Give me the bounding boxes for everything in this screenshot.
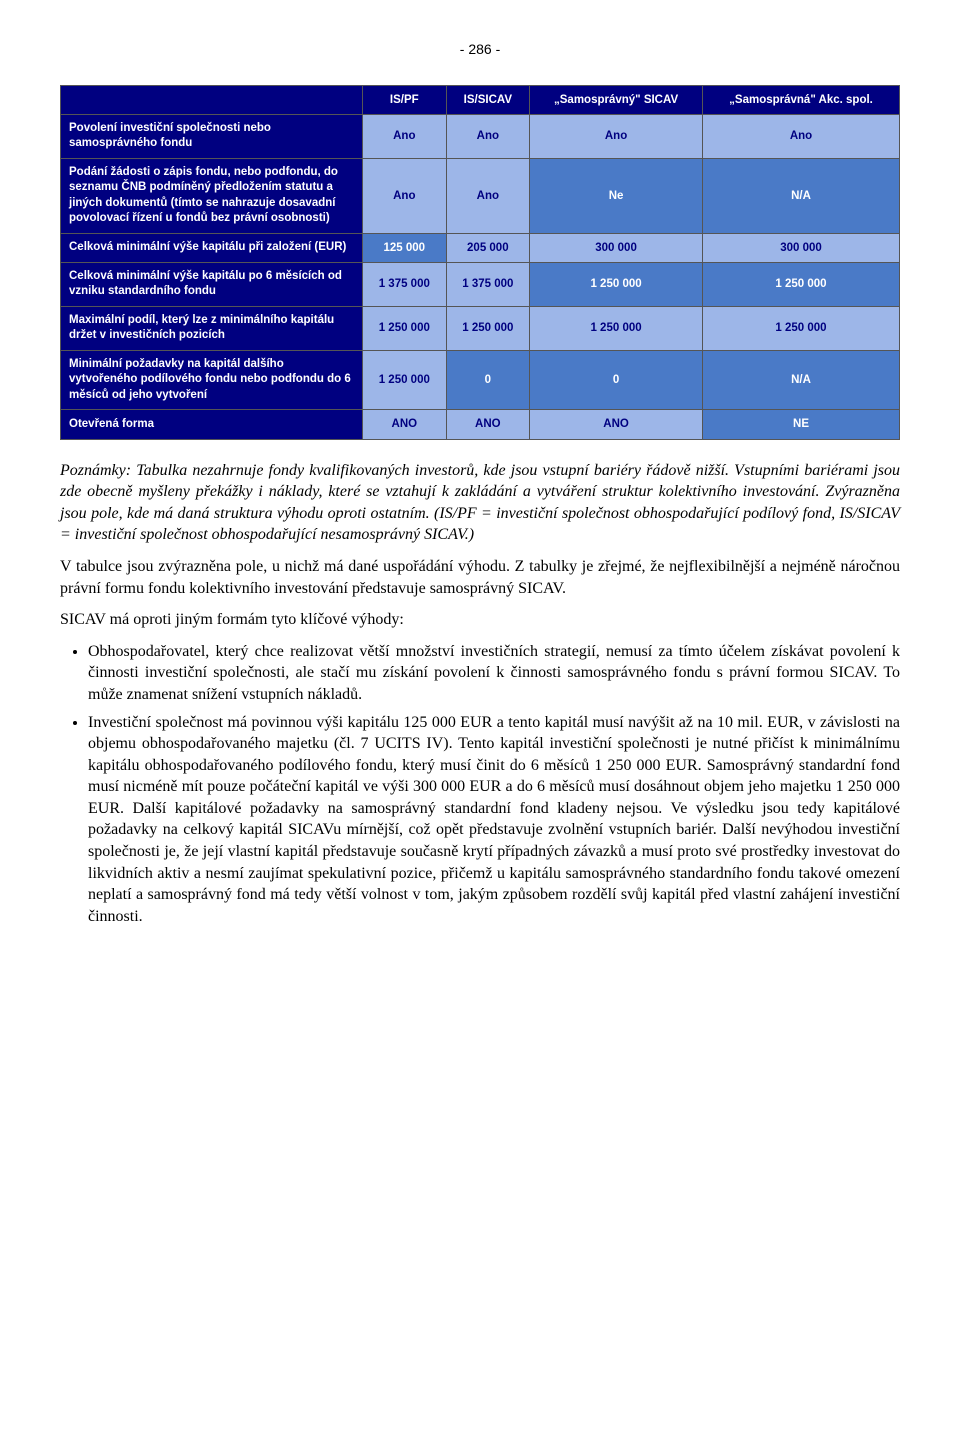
page-number: - 286 -: [60, 40, 900, 60]
table-cell: 1 250 000: [446, 306, 530, 350]
table-row: Maximální podíl, který lze z minimálního…: [61, 306, 900, 350]
table-cell: 1 250 000: [703, 306, 900, 350]
table-cell: 300 000: [530, 233, 703, 262]
table-header: „Samosprávný" SICAV: [530, 85, 703, 114]
row-label: Celková minimální výše kapitálu při zalo…: [61, 233, 363, 262]
table-cell: 0: [530, 350, 703, 410]
table-cell: Ano: [446, 114, 530, 158]
bullet-item: Investiční společnost má povinnou výši k…: [88, 712, 900, 928]
table-row: Podání žádosti o zápis fondu, nebo podfo…: [61, 158, 900, 233]
row-label: Povolení investiční společnosti nebo sam…: [61, 114, 363, 158]
table-cell: Ano: [703, 114, 900, 158]
table-cell: 1 375 000: [446, 262, 530, 306]
table-cell: 125 000: [363, 233, 447, 262]
table-header: IS/SICAV: [446, 85, 530, 114]
table-cell: 1 250 000: [530, 306, 703, 350]
table-cell: N/A: [703, 158, 900, 233]
bullet-item: Obhospodařovatel, který chce realizovat …: [88, 641, 900, 706]
table-cell: 1 250 000: [530, 262, 703, 306]
table-cell: NE: [703, 410, 900, 439]
table-row: Povolení investiční společnosti nebo sam…: [61, 114, 900, 158]
table-row: Minimální požadavky na kapitál dalšího v…: [61, 350, 900, 410]
table-cell: 0: [446, 350, 530, 410]
table-cell: N/A: [703, 350, 900, 410]
row-label: Celková minimální výše kapitálu po 6 měs…: [61, 262, 363, 306]
table-cell: 1 375 000: [363, 262, 447, 306]
table-row: Otevřená formaANOANOANONE: [61, 410, 900, 439]
table-cell: Ano: [446, 158, 530, 233]
notes-paragraph: Poznámky: Tabulka nezahrnuje fondy kvali…: [60, 460, 900, 546]
table-cell: ANO: [530, 410, 703, 439]
table-cell: Ne: [530, 158, 703, 233]
bullet-list: Obhospodařovatel, který chce realizovat …: [60, 641, 900, 928]
table-cell: Ano: [363, 114, 447, 158]
table-cell: 1 250 000: [363, 350, 447, 410]
table-cell: ANO: [446, 410, 530, 439]
table-cell: 300 000: [703, 233, 900, 262]
table-cell: Ano: [363, 158, 447, 233]
comparison-table: IS/PF IS/SICAV „Samosprávný" SICAV „Samo…: [60, 85, 900, 440]
table-cell: 1 250 000: [363, 306, 447, 350]
table-cell: 1 250 000: [703, 262, 900, 306]
table-header-row: IS/PF IS/SICAV „Samosprávný" SICAV „Samo…: [61, 85, 900, 114]
table-cell: 205 000: [446, 233, 530, 262]
row-label: Otevřená forma: [61, 410, 363, 439]
table-cell: ANO: [363, 410, 447, 439]
row-label: Podání žádosti o zápis fondu, nebo podfo…: [61, 158, 363, 233]
row-label: Maximální podíl, který lze z minimálního…: [61, 306, 363, 350]
table-cell: Ano: [530, 114, 703, 158]
table-header: „Samosprávná" Akc. spol.: [703, 85, 900, 114]
body-paragraph: V tabulce jsou zvýrazněna pole, u nichž …: [60, 556, 900, 599]
table-row: Celková minimální výše kapitálu po 6 měs…: [61, 262, 900, 306]
row-label: Minimální požadavky na kapitál dalšího v…: [61, 350, 363, 410]
table-row: Celková minimální výše kapitálu při zalo…: [61, 233, 900, 262]
table-header: IS/PF: [363, 85, 447, 114]
table-header: [61, 85, 363, 114]
body-paragraph: SICAV má oproti jiným formám tyto klíčov…: [60, 609, 900, 631]
